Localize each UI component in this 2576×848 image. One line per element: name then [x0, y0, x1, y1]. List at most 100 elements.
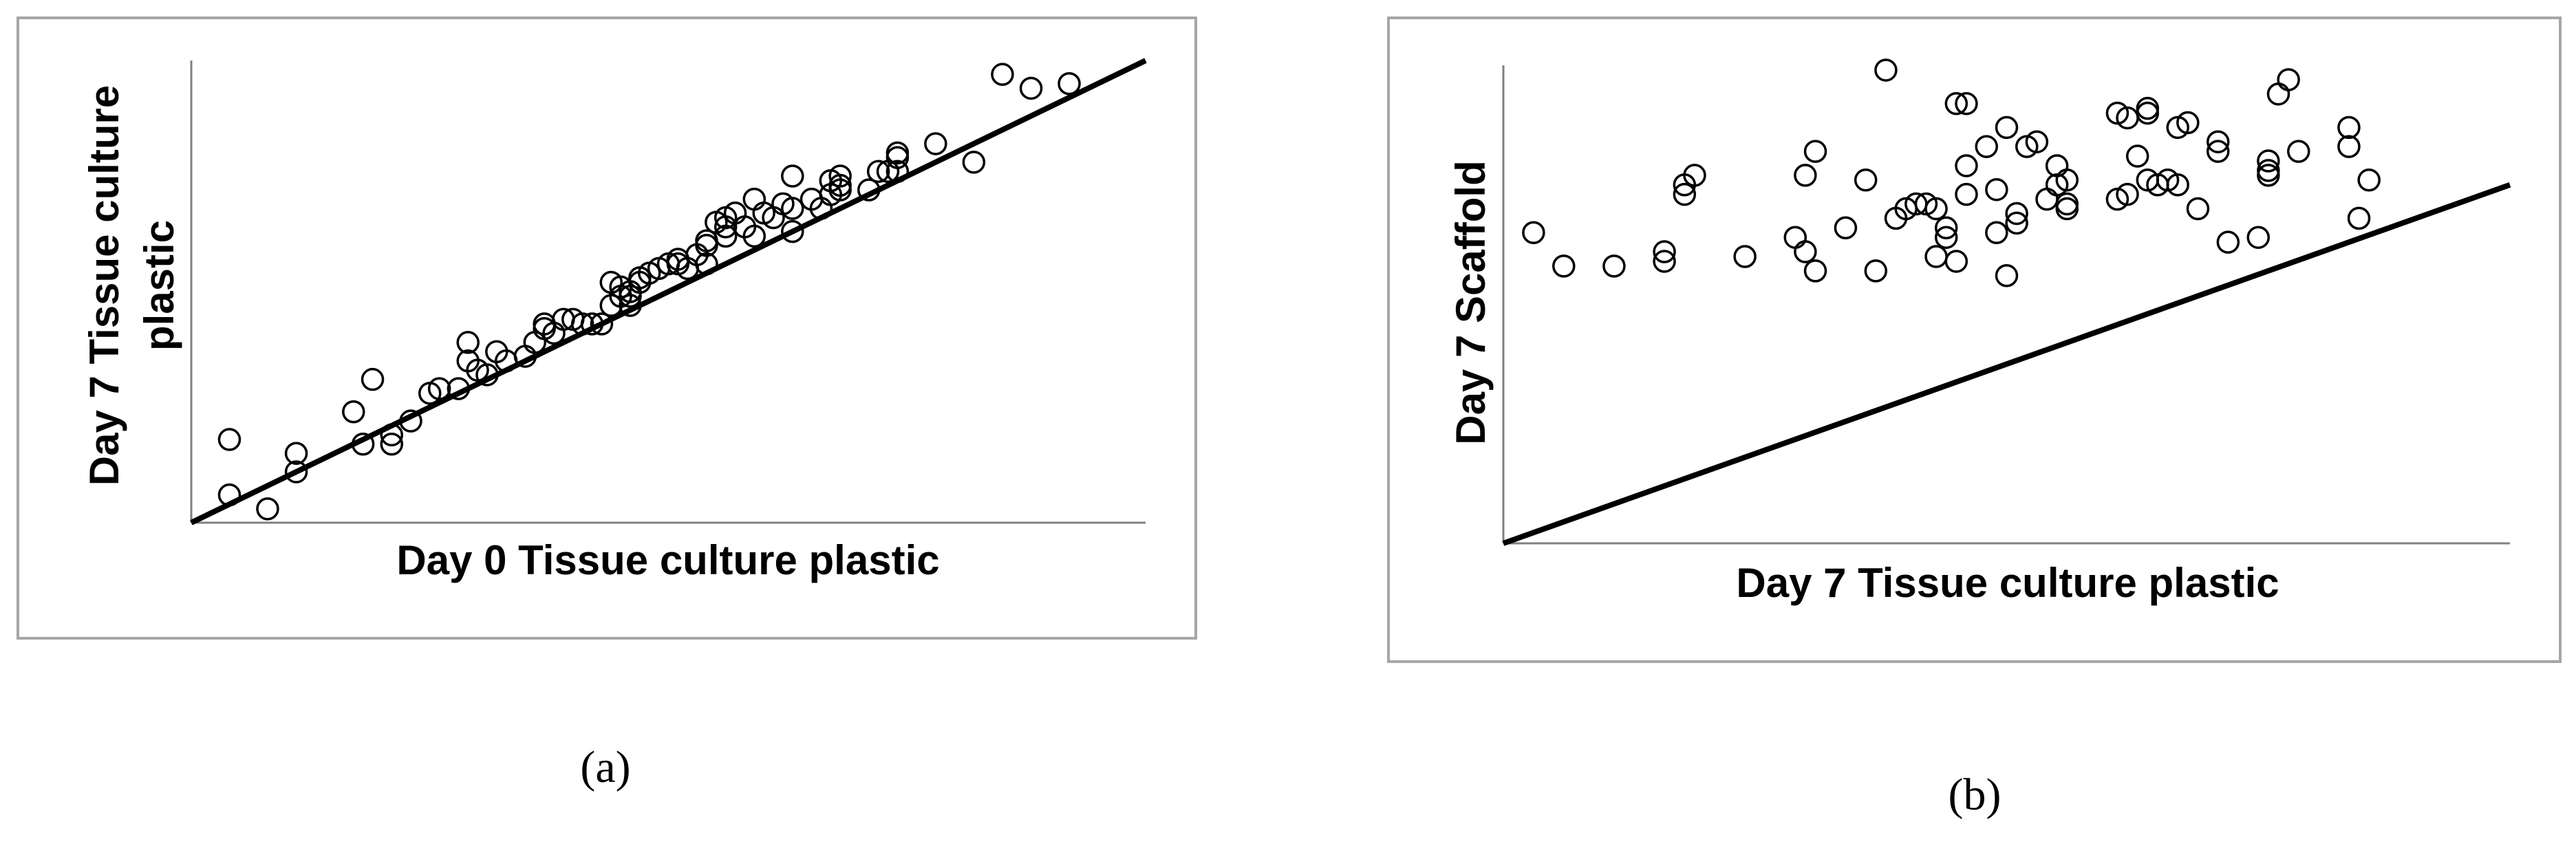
chart-b-point-25 — [1934, 226, 1958, 249]
chart-b-point-0 — [1522, 221, 1545, 244]
chart-a-point-60 — [781, 164, 804, 188]
chart-a-point-74 — [886, 160, 910, 184]
chart-a-frame — [17, 17, 1197, 640]
chart-b-point-43 — [2055, 168, 2079, 192]
chart-b-point-61 — [2206, 130, 2230, 153]
chart-b-point-69 — [2287, 140, 2310, 163]
chart-b-point-37 — [2005, 202, 2028, 226]
chart-b-point-70 — [2337, 135, 2361, 158]
chart-a-point-10 — [399, 409, 422, 433]
chart-a-point-0 — [217, 483, 242, 507]
chart-b-point-66 — [2257, 149, 2280, 173]
chart-b-point-2 — [1602, 254, 1626, 278]
chart-a-point-6 — [351, 433, 375, 456]
chart-b-point-73 — [2357, 168, 2381, 192]
chart-b-point-72 — [2347, 206, 2371, 230]
chart-b-point-27 — [1944, 250, 1968, 273]
chart-b-point-58 — [2176, 111, 2200, 135]
chart-a-point-61 — [781, 197, 804, 220]
chart-a-point-71 — [866, 160, 890, 184]
chart-b-point-28 — [1955, 154, 1978, 177]
chart-b-frame — [1387, 17, 2562, 663]
chart-b-point-8 — [1733, 245, 1757, 268]
chart-a-point-27 — [570, 312, 594, 336]
chart-b-point-32 — [1985, 221, 2008, 244]
chart-a-point-79 — [1019, 76, 1043, 100]
chart-b-point-30 — [1955, 182, 1978, 206]
chart-b-point-22 — [1924, 197, 1948, 221]
chart-a-point-75 — [886, 146, 910, 169]
chart-a: Day 0 Tissue culture plastic Day 7 Tissu… — [17, 17, 1197, 792]
chart-b-point-10 — [1794, 240, 1817, 263]
chart-b-point-62 — [2216, 230, 2240, 254]
chart-a-point-28 — [580, 312, 604, 336]
chart-b-point-60 — [2206, 140, 2230, 163]
chart-b-point-71 — [2337, 116, 2361, 140]
chart-a-point-8 — [380, 423, 404, 447]
chart-b-panel-label: (b) — [1949, 770, 2001, 820]
chart-a-axes — [190, 61, 1146, 524]
chart-b-point-35 — [1995, 264, 2019, 287]
chart-a-point-34 — [619, 294, 642, 317]
chart-a-point-7 — [361, 367, 385, 391]
chart-a-point-68 — [828, 173, 852, 197]
chart-a-point-12 — [427, 377, 451, 400]
chart-b-point-12 — [1803, 140, 1827, 163]
chart-b-point-14 — [1834, 216, 1858, 240]
chart-a-point-14 — [456, 331, 480, 354]
chart-a-point-46 — [695, 252, 718, 276]
chart-b-point-4 — [1653, 250, 1676, 273]
chart-b-x-axis-title: Day 7 Tissue culture plastic — [1736, 560, 2279, 606]
chart-b-point-34 — [1995, 116, 2019, 140]
chart-b-point-1 — [1552, 254, 1576, 278]
chart-b-point-17 — [1874, 58, 1898, 82]
chart-b-point-26 — [1944, 91, 1968, 116]
chart-b-point-68 — [2277, 68, 2300, 91]
chart-a-point-17 — [475, 363, 499, 387]
chart-a-point-76 — [924, 132, 947, 155]
chart-b-point-7 — [1683, 164, 1706, 187]
chart-b: Day 7 Tissue culture plastic Day 7 Scaff… — [1387, 17, 2562, 820]
chart-b-point-63 — [2246, 226, 2270, 249]
chart-b-point-15 — [1854, 168, 1878, 192]
chart-a-panel-label: (a) — [580, 742, 630, 792]
chart-a-point-51 — [713, 224, 738, 248]
chart-a-point-69 — [828, 164, 852, 188]
chart-b-point-6 — [1673, 182, 1697, 206]
chart-a-point-3 — [284, 442, 308, 465]
chart-b-point-50 — [2125, 144, 2149, 168]
chart-b-point-65 — [2257, 159, 2280, 182]
chart-b-point-36 — [2005, 211, 2028, 235]
chart-a-y-axis-title-line2: plastic — [136, 220, 182, 351]
chart-a-point-1 — [217, 428, 242, 451]
chart-b-point-3 — [1653, 240, 1676, 263]
chart-a-point-29 — [590, 312, 614, 336]
chart-b-point-57 — [2166, 173, 2189, 197]
chart-a-point-78 — [991, 63, 1014, 86]
chart-b-point-48 — [2116, 182, 2139, 206]
chart-b-trend-line — [1502, 182, 2511, 546]
chart-a-point-9 — [380, 433, 404, 456]
chart-b-point-31 — [1975, 135, 1998, 158]
chart-b-point-11 — [1803, 259, 1827, 283]
chart-a-x-axis-title: Day 0 Tissue culture plastic — [396, 537, 939, 583]
chart-b-point-16 — [1864, 259, 1888, 283]
chart-a-point-5 — [342, 400, 365, 424]
chart-b-point-24 — [1934, 216, 1958, 240]
chart-a-point-56 — [742, 224, 766, 248]
chart-a-point-62 — [781, 219, 804, 243]
chart-a-point-4 — [284, 460, 308, 483]
chart-a-points — [217, 63, 1081, 521]
chart-a-point-70 — [857, 178, 881, 202]
chart-b-point-59 — [2186, 197, 2210, 221]
chart-a-trend-line — [190, 58, 1147, 525]
chart-b-point-13 — [1794, 164, 1817, 187]
chart-b-point-39 — [2025, 130, 2049, 153]
chart-b-point-29 — [1955, 91, 1978, 116]
chart-b-points — [1522, 58, 2381, 287]
chart-a-point-2 — [256, 497, 279, 521]
chart-b-point-33 — [1985, 177, 2008, 202]
chart-a-point-13 — [447, 377, 471, 400]
chart-a-y-axis-title-line1: Day 7 Tissue culture — [81, 85, 127, 486]
